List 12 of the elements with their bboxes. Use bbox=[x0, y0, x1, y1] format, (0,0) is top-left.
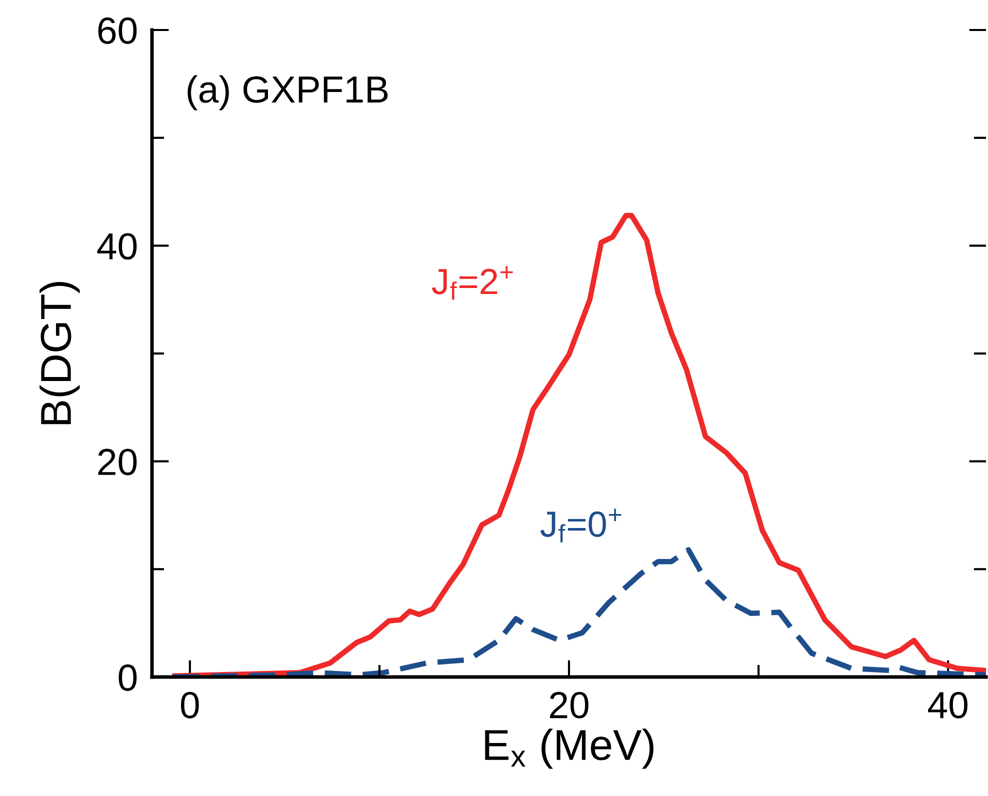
y-axis-title: B(DGT) bbox=[40, 282, 80, 424]
annotation: (a) GXPF1B bbox=[188, 75, 388, 110]
x-axis-title: E$_{x}$ (MeV) bbox=[485, 728, 654, 769]
x-tick-label: 20 bbox=[550, 692, 588, 718]
y-tick-label: 60 bbox=[98, 17, 137, 44]
series-label: J$_{f}$=2$^{+}$ bbox=[432, 266, 513, 300]
y-tick-label: 20 bbox=[98, 448, 137, 476]
series-label: J$_{f}$=0$^{+}$ bbox=[540, 508, 622, 542]
x-tick-label: 0 bbox=[180, 692, 199, 718]
x-tick-label: 40 bbox=[928, 692, 968, 718]
y-tick-label: 0 bbox=[118, 664, 137, 691]
y-tick-label: 40 bbox=[97, 233, 137, 260]
